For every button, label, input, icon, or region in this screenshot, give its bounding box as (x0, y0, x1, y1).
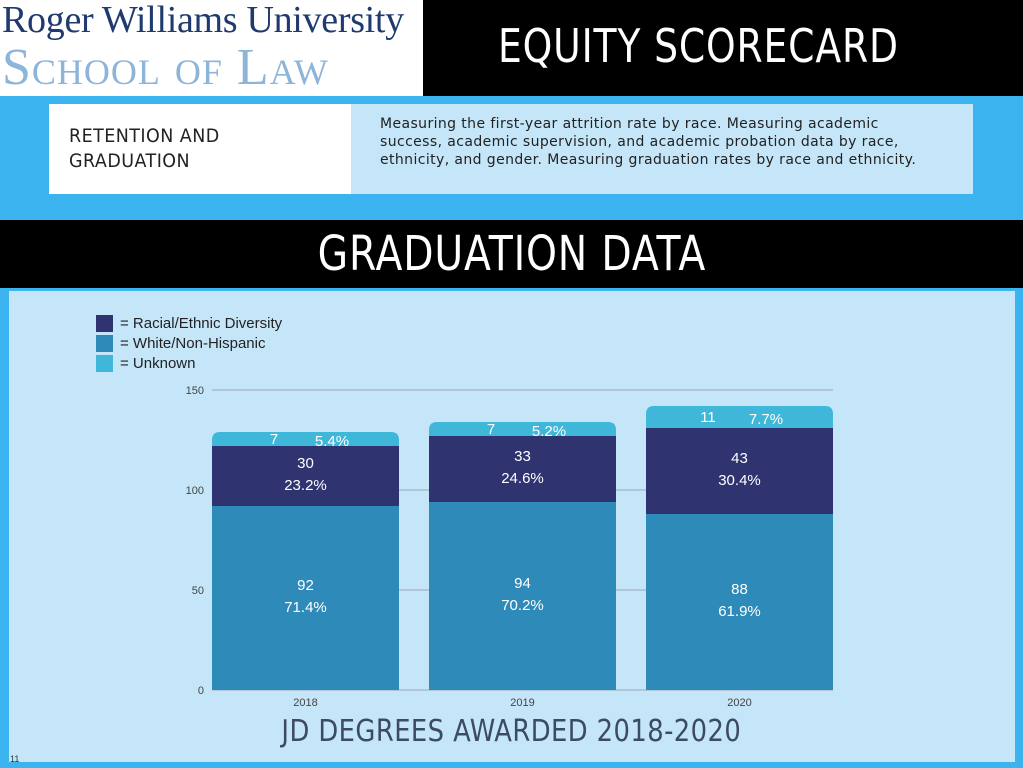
y-tick-label: 0 (198, 685, 204, 697)
legend-item-diversity: = Racial/Ethnic Diversity (96, 313, 282, 333)
bar-percent-label: 5.2% (532, 423, 566, 440)
bar-segment-2020-1 (646, 428, 833, 514)
bar-segment-2019-1 (429, 436, 616, 502)
x-tick-label: 2018 (293, 697, 317, 709)
retention-label: RETENTION AND GRADUATION (69, 125, 220, 172)
bar-value-label: 7 (270, 431, 278, 448)
bar-percent-label: 61.9% (718, 603, 761, 620)
bar-segment-2018-2 (212, 432, 399, 446)
bar-value-label: 94 (514, 575, 531, 592)
bar-percent-label: 71.4% (284, 599, 327, 616)
page-title: EQUITY SCORECARD (498, 19, 899, 73)
university-logo: Roger Williams University School of Law (0, 0, 423, 96)
bar-value-label: 33 (514, 448, 531, 465)
section-band (0, 220, 1023, 288)
header-band (423, 0, 1023, 96)
legend-label-unknown: = Unknown (120, 354, 196, 372)
logo-university-name: Roger Williams University (2, 0, 404, 41)
legend-swatch-white (96, 334, 113, 352)
legend-swatch-diversity (96, 314, 113, 332)
bar-percent-label: 70.2% (501, 597, 544, 614)
y-tick-label: 100 (186, 485, 204, 497)
legend-label-white: = White/Non-Hispanic (120, 334, 266, 352)
x-tick-label: 2019 (510, 697, 534, 709)
bar-segment-2020-0 (646, 514, 833, 690)
logo-school-name: School of Law (2, 39, 329, 96)
bar-percent-label: 30.4% (718, 472, 761, 489)
chart-title-text: JD DEGREES AWARDED 2018-2020 (281, 714, 742, 749)
x-tick-label: 2020 (727, 697, 751, 709)
retention-label-box: RETENTION AND GRADUATION (49, 104, 351, 194)
y-tick-label: 50 (192, 585, 204, 597)
bar-value-label: 7 (487, 421, 495, 438)
section-title-text: GRADUATION DATA (317, 226, 706, 282)
bar-percent-label: 23.2% (284, 477, 327, 494)
chart-legend: = Racial/Ethnic Diversity = White/Non-Hi… (96, 313, 282, 373)
legend-item-unknown: = Unknown (96, 353, 282, 373)
bar-value-label: 30 (297, 455, 314, 472)
bar-value-label: 11 (700, 409, 716, 426)
bar-segment-2019-0 (429, 502, 616, 690)
bar-value-label: 92 (297, 577, 314, 594)
bar-segment-2018-0 (212, 506, 399, 690)
retention-description-box: Measuring the first-year attrition rate … (351, 104, 973, 194)
bar-segment-2019-2 (429, 422, 616, 436)
y-tick-label: 150 (186, 385, 204, 397)
retention-description: Measuring the first-year attrition rate … (380, 116, 917, 168)
bar-percent-label: 7.7% (749, 411, 783, 428)
bar-percent-label: 5.4% (315, 433, 349, 450)
bar-segment-2018-1 (212, 446, 399, 506)
bar-percent-label: 24.6% (501, 470, 544, 487)
bar-value-label: 88 (731, 581, 748, 598)
page-number: 11 (10, 754, 20, 764)
legend-swatch-unknown (96, 354, 113, 372)
legend-item-white: = White/Non-Hispanic (96, 333, 282, 353)
section-title: GRADUATION DATA (0, 220, 1023, 288)
bar-value-label: 43 (731, 450, 748, 467)
chart-title: JD DEGREES AWARDED 2018-2020 (0, 714, 1023, 749)
legend-label-diversity: = Racial/Ethnic Diversity (120, 314, 283, 332)
bar-segment-2020-2 (646, 406, 833, 428)
